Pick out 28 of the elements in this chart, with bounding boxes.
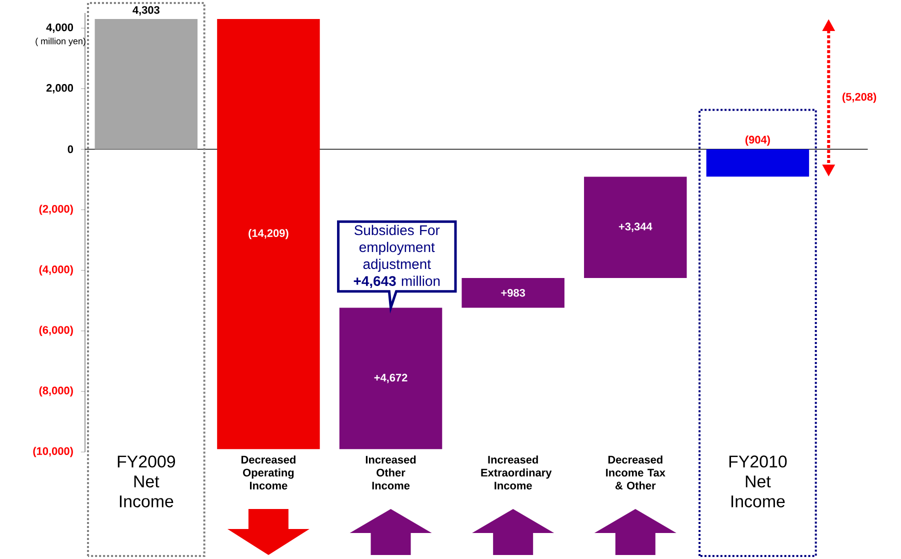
y-tick-label: 0 [68, 145, 74, 154]
y-tick-label: (6,000) [39, 326, 73, 336]
x-tick-label: Increased Extraordinary Income [481, 456, 552, 490]
x-tick-label: Decreased Income Tax & Other [606, 456, 666, 490]
bar [217, 18, 320, 450]
data-label: (14,209) [248, 228, 288, 240]
data-label: (904) [745, 136, 770, 146]
annotation: ( million yen) [36, 38, 86, 46]
y-tick-label: 4,000 [46, 23, 74, 33]
y-tick-label: (4,000) [39, 265, 73, 276]
data-label: 4,303 [132, 6, 160, 16]
annotation: (5,208) [842, 92, 876, 103]
bar [584, 176, 687, 278]
bar [94, 18, 198, 150]
data-label: +4,672 [374, 374, 408, 384]
y-tick-label: (10,000) [33, 446, 73, 458]
bar [706, 149, 810, 177]
x-tick-label: Decreased Operating Income [241, 456, 296, 490]
y-tick-label: 2,000 [46, 84, 74, 94]
x-tick-label: FY2009 Net Income [118, 456, 176, 508]
y-tick-label: (8,000) [39, 386, 73, 397]
bar [462, 278, 564, 308]
annotation: Subsidies For employment adjustment +4,643 million [354, 224, 440, 288]
data-label: +3,344 [618, 222, 652, 232]
data-label: +983 [501, 288, 526, 297]
x-tick-label: FY2010 Net Income [729, 456, 787, 508]
y-tick-label: (2,000) [39, 204, 73, 215]
x-tick-label: Increased Other Income [366, 456, 416, 490]
